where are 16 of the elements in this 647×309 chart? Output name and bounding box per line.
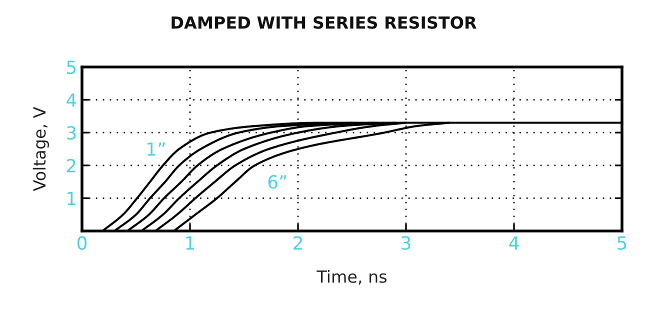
y-tick-label: 5 <box>67 60 76 74</box>
x-axis-title: Time, ns <box>316 270 386 285</box>
chart-title: DAMPED WITH SERIES RESISTOR <box>172 16 477 29</box>
y-tick-label: 1 <box>68 192 76 206</box>
x-tick-label: 0 <box>77 236 87 250</box>
x-tick-label: 1 <box>186 236 194 250</box>
y-tick-label: 4 <box>66 93 76 107</box>
x-tick-label: 3 <box>402 236 410 250</box>
annotation: 1” <box>148 142 165 156</box>
annotation: 6” <box>268 175 286 189</box>
y-axis-title: Voltage, V <box>32 106 49 192</box>
x-tick-label: 5 <box>618 236 626 250</box>
x-tick-label: 4 <box>509 236 519 250</box>
x-tick-label: 2 <box>294 236 302 250</box>
y-tick-label: 2 <box>66 158 76 172</box>
y-tick-label: 3 <box>67 126 76 140</box>
